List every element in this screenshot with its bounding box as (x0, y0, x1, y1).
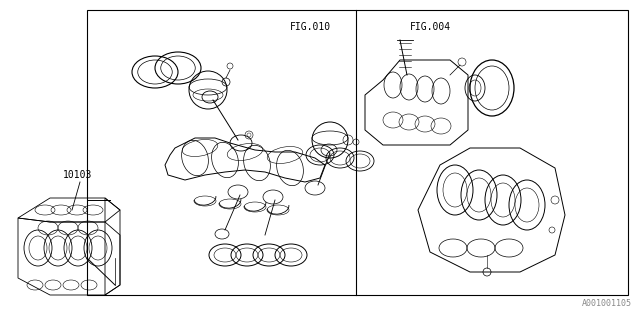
Text: FIG.004: FIG.004 (410, 22, 451, 32)
Text: FIG.010: FIG.010 (289, 22, 331, 32)
Text: 10103: 10103 (63, 170, 92, 180)
Text: A001001105: A001001105 (582, 299, 632, 308)
Bar (87, 10, 628, 295)
